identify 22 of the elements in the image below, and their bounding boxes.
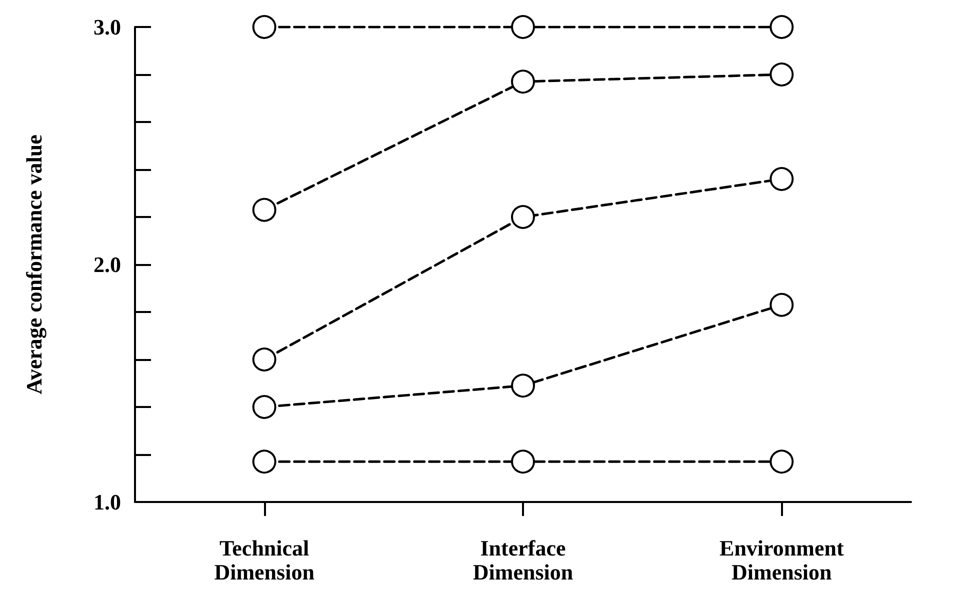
- point: [252, 198, 276, 222]
- point: [511, 450, 535, 474]
- point: [252, 15, 276, 39]
- point: [770, 62, 794, 86]
- point: [511, 15, 535, 39]
- point: [511, 205, 535, 229]
- point: [252, 450, 276, 474]
- x-tick-label: Environment Dimension: [720, 536, 844, 584]
- point: [511, 374, 535, 398]
- point: [252, 348, 276, 372]
- x-tick-label: Interface Dimension: [472, 536, 574, 584]
- y-tick-label: 1.0: [94, 490, 121, 514]
- point: [770, 292, 794, 317]
- point: [252, 395, 276, 419]
- y-tick-label: 2.0: [94, 252, 121, 277]
- y-axis-title: Average conformance value: [22, 134, 46, 394]
- point: [770, 15, 794, 39]
- x-tick-label: Technical Dimension: [214, 536, 314, 584]
- point: [511, 70, 535, 94]
- point: [770, 450, 794, 474]
- point: [770, 167, 794, 191]
- y-tick-label: 3.0: [94, 14, 121, 40]
